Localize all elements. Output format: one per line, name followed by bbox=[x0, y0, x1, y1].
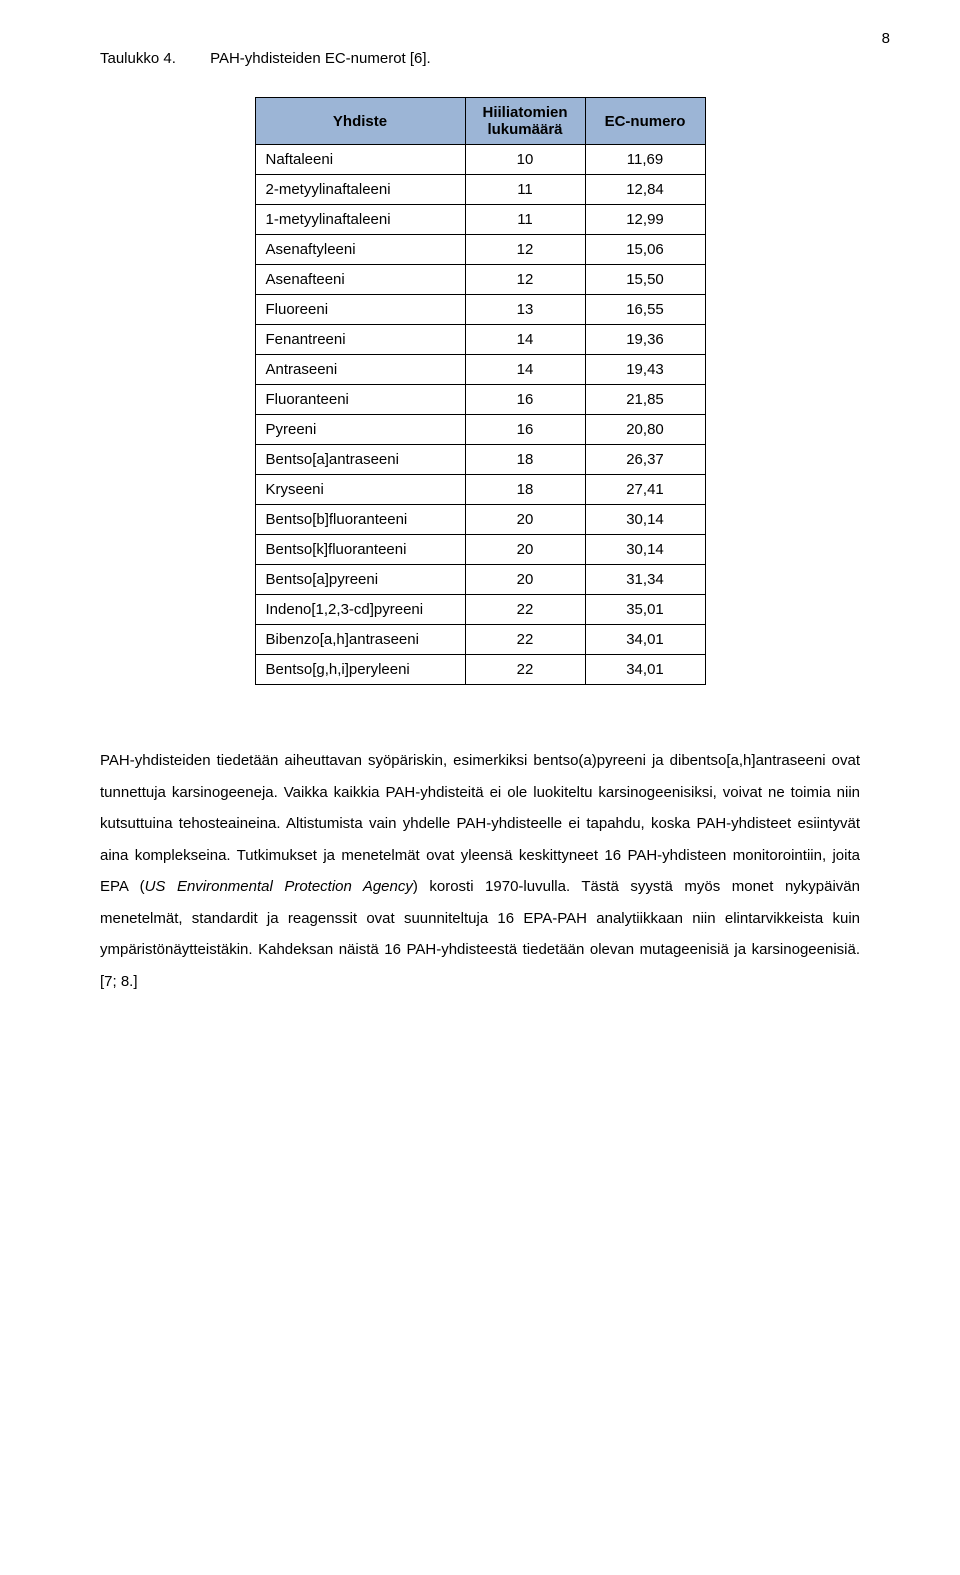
cell-atom-count: 22 bbox=[465, 595, 585, 625]
cell-compound: Kryseeni bbox=[255, 475, 465, 505]
cell-ec-number: 15,50 bbox=[585, 265, 705, 295]
table-row: Fenantreeni1419,36 bbox=[255, 325, 705, 355]
cell-atom-count: 13 bbox=[465, 295, 585, 325]
table-row: Bentso[a]pyreeni2031,34 bbox=[255, 565, 705, 595]
cell-compound: Bentso[a]antraseeni bbox=[255, 445, 465, 475]
cell-atom-count: 22 bbox=[465, 625, 585, 655]
header-ec-number: EC-numero bbox=[585, 98, 705, 145]
cell-ec-number: 21,85 bbox=[585, 385, 705, 415]
cell-compound: Asenafteeni bbox=[255, 265, 465, 295]
cell-atom-count: 20 bbox=[465, 535, 585, 565]
cell-ec-number: 12,84 bbox=[585, 175, 705, 205]
cell-compound: Bentso[a]pyreeni bbox=[255, 565, 465, 595]
cell-compound: Asenaftyleeni bbox=[255, 235, 465, 265]
cell-ec-number: 26,37 bbox=[585, 445, 705, 475]
cell-compound: Bentso[b]fluoranteeni bbox=[255, 505, 465, 535]
cell-atom-count: 18 bbox=[465, 475, 585, 505]
cell-ec-number: 34,01 bbox=[585, 655, 705, 685]
header-atom-count: Hiiliatomien lukumäärä bbox=[465, 98, 585, 145]
body-paragraph: PAH-yhdisteiden tiedetään aiheuttavan sy… bbox=[100, 745, 860, 997]
cell-compound: Naftaleeni bbox=[255, 145, 465, 175]
cell-atom-count: 11 bbox=[465, 205, 585, 235]
table-caption: Taulukko 4. PAH-yhdisteiden EC-numerot [… bbox=[100, 50, 860, 67]
table-row: 2-metyylinaftaleeni1112,84 bbox=[255, 175, 705, 205]
table-row: Indeno[1,2,3-cd]pyreeni2235,01 bbox=[255, 595, 705, 625]
caption-text: PAH-yhdisteiden EC-numerot [6]. bbox=[210, 50, 431, 67]
cell-atom-count: 14 bbox=[465, 355, 585, 385]
cell-compound: Pyreeni bbox=[255, 415, 465, 445]
cell-ec-number: 12,99 bbox=[585, 205, 705, 235]
cell-atom-count: 22 bbox=[465, 655, 585, 685]
cell-compound: 1-metyylinaftaleeni bbox=[255, 205, 465, 235]
cell-ec-number: 16,55 bbox=[585, 295, 705, 325]
cell-atom-count: 12 bbox=[465, 235, 585, 265]
table-row: Bentso[b]fluoranteeni2030,14 bbox=[255, 505, 705, 535]
cell-ec-number: 35,01 bbox=[585, 595, 705, 625]
table-row: Naftaleeni1011,69 bbox=[255, 145, 705, 175]
paragraph-italic: US Environmental Protection Agency bbox=[145, 878, 413, 895]
cell-ec-number: 30,14 bbox=[585, 505, 705, 535]
cell-ec-number: 11,69 bbox=[585, 145, 705, 175]
header-compound: Yhdiste bbox=[255, 98, 465, 145]
cell-atom-count: 18 bbox=[465, 445, 585, 475]
cell-ec-number: 31,34 bbox=[585, 565, 705, 595]
table-row: Asenafteeni1215,50 bbox=[255, 265, 705, 295]
table-row: 1-metyylinaftaleeni1112,99 bbox=[255, 205, 705, 235]
table-row: Fluoreeni1316,55 bbox=[255, 295, 705, 325]
cell-atom-count: 11 bbox=[465, 175, 585, 205]
cell-compound: Indeno[1,2,3-cd]pyreeni bbox=[255, 595, 465, 625]
cell-compound: Bibenzo[a,h]antraseeni bbox=[255, 625, 465, 655]
table-row: Bentso[a]antraseeni1826,37 bbox=[255, 445, 705, 475]
table-row: Bentso[g,h,i]peryleeni2234,01 bbox=[255, 655, 705, 685]
cell-ec-number: 34,01 bbox=[585, 625, 705, 655]
page-number: 8 bbox=[882, 30, 890, 47]
ec-number-table: Yhdiste Hiiliatomien lukumäärä EC-numero… bbox=[255, 97, 706, 685]
cell-compound: Bentso[g,h,i]peryleeni bbox=[255, 655, 465, 685]
cell-ec-number: 27,41 bbox=[585, 475, 705, 505]
table-row: Antraseeni1419,43 bbox=[255, 355, 705, 385]
cell-atom-count: 20 bbox=[465, 565, 585, 595]
cell-ec-number: 20,80 bbox=[585, 415, 705, 445]
caption-label: Taulukko 4. bbox=[100, 50, 176, 67]
cell-atom-count: 12 bbox=[465, 265, 585, 295]
cell-compound: Bentso[k]fluoranteeni bbox=[255, 535, 465, 565]
table-row: Asenaftyleeni1215,06 bbox=[255, 235, 705, 265]
cell-ec-number: 15,06 bbox=[585, 235, 705, 265]
cell-atom-count: 16 bbox=[465, 415, 585, 445]
table-row: Bibenzo[a,h]antraseeni2234,01 bbox=[255, 625, 705, 655]
paragraph-seg1: PAH-yhdisteiden tiedetään aiheuttavan sy… bbox=[100, 752, 860, 895]
table-row: Fluoranteeni1621,85 bbox=[255, 385, 705, 415]
cell-atom-count: 16 bbox=[465, 385, 585, 415]
cell-compound: Antraseeni bbox=[255, 355, 465, 385]
table-row: Kryseeni1827,41 bbox=[255, 475, 705, 505]
cell-compound: 2-metyylinaftaleeni bbox=[255, 175, 465, 205]
cell-ec-number: 30,14 bbox=[585, 535, 705, 565]
table-row: Bentso[k]fluoranteeni2030,14 bbox=[255, 535, 705, 565]
cell-atom-count: 20 bbox=[465, 505, 585, 535]
table-row: Pyreeni1620,80 bbox=[255, 415, 705, 445]
cell-atom-count: 14 bbox=[465, 325, 585, 355]
cell-compound: Fluoranteeni bbox=[255, 385, 465, 415]
cell-atom-count: 10 bbox=[465, 145, 585, 175]
cell-compound: Fenantreeni bbox=[255, 325, 465, 355]
cell-ec-number: 19,43 bbox=[585, 355, 705, 385]
cell-compound: Fluoreeni bbox=[255, 295, 465, 325]
cell-ec-number: 19,36 bbox=[585, 325, 705, 355]
table-header-row: Yhdiste Hiiliatomien lukumäärä EC-numero bbox=[255, 98, 705, 145]
